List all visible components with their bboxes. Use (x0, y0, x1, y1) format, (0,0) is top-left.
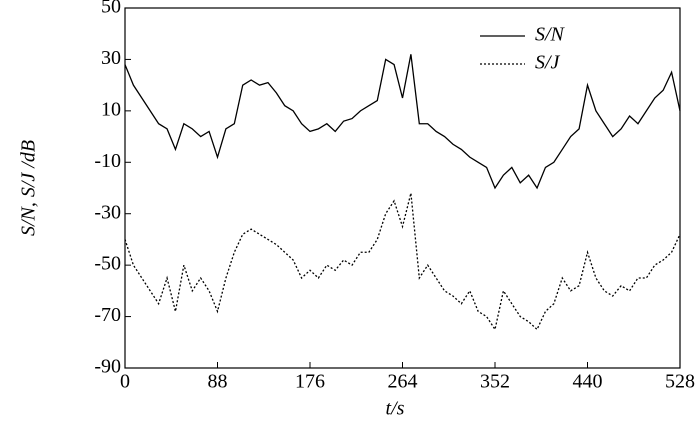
y-tick-label: -50 (94, 253, 121, 275)
x-tick-label: 176 (295, 371, 325, 393)
x-tick-label: 88 (208, 371, 228, 393)
x-axis-label: t/s (386, 398, 405, 420)
y-tick-label: -30 (94, 201, 121, 223)
y-tick-label: 10 (101, 98, 121, 120)
y-tick-label: -10 (94, 150, 121, 172)
legend-label: S/J (535, 52, 561, 74)
x-tick-label: 352 (480, 371, 510, 393)
y-tick-label: -90 (94, 356, 121, 378)
x-tick-label: 528 (665, 371, 695, 393)
plot-frame (124, 7, 681, 369)
y-tick-label: -70 (94, 304, 121, 326)
y-axis-label: S/N, S/J /dB (18, 140, 40, 236)
data-line (124, 192, 681, 332)
y-tick-label: 50 (101, 0, 121, 18)
data-line (124, 54, 681, 190)
x-tick-label: 0 (120, 371, 130, 393)
x-tick-label: 264 (388, 371, 418, 393)
legend-label: S/N (535, 24, 566, 46)
x-tick-label: 440 (573, 371, 603, 393)
y-tick-label: 30 (101, 47, 121, 69)
